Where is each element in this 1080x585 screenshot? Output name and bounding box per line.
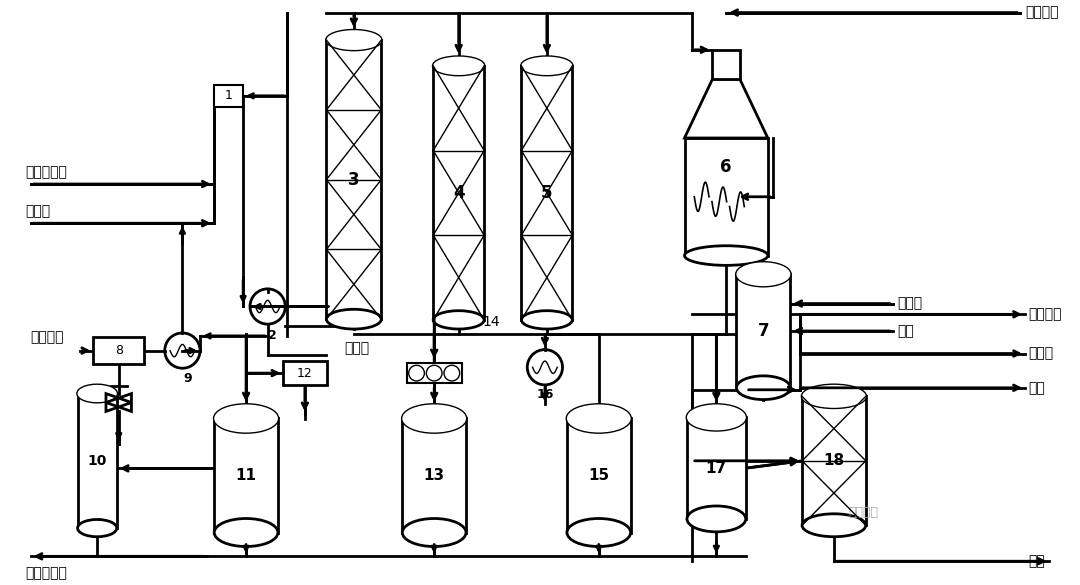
Text: 氢气: 氢气 <box>1028 381 1044 395</box>
Bar <box>802 396 866 525</box>
Bar <box>326 40 381 319</box>
Ellipse shape <box>433 57 484 75</box>
Ellipse shape <box>78 385 117 402</box>
Text: 17: 17 <box>706 460 727 476</box>
Ellipse shape <box>214 404 278 432</box>
Ellipse shape <box>214 404 278 432</box>
Text: 8: 8 <box>114 344 123 357</box>
Text: 天然气: 天然气 <box>26 205 51 218</box>
Ellipse shape <box>802 385 866 408</box>
Ellipse shape <box>685 246 768 266</box>
Text: 12: 12 <box>297 367 313 380</box>
Text: 13: 13 <box>423 468 445 483</box>
Text: 6: 6 <box>720 159 732 176</box>
Ellipse shape <box>78 385 117 402</box>
Bar <box>737 274 791 388</box>
Text: 14: 14 <box>482 315 500 329</box>
Ellipse shape <box>522 57 572 75</box>
Text: 9: 9 <box>183 371 191 384</box>
Bar <box>214 85 243 106</box>
Text: 11: 11 <box>235 468 257 483</box>
Bar <box>685 138 768 256</box>
Ellipse shape <box>403 518 467 546</box>
Text: 5: 5 <box>541 184 553 202</box>
Bar <box>687 418 746 519</box>
Ellipse shape <box>567 404 631 432</box>
Text: 1: 1 <box>225 90 232 102</box>
Text: 10: 10 <box>87 454 107 468</box>
Bar <box>214 418 278 532</box>
Ellipse shape <box>567 404 631 432</box>
Text: 中压蒸汽: 中压蒸汽 <box>1025 6 1058 19</box>
Text: 脱酸冷凝水: 脱酸冷凝水 <box>26 566 68 580</box>
Bar <box>93 337 145 364</box>
Polygon shape <box>215 89 229 103</box>
Ellipse shape <box>567 518 631 546</box>
Text: 中压蒸汽: 中压蒸汽 <box>30 330 64 344</box>
Ellipse shape <box>522 311 572 329</box>
Ellipse shape <box>687 506 746 532</box>
Bar <box>403 418 467 532</box>
Text: 尾气: 尾气 <box>1028 554 1044 568</box>
Text: 瓦斯: 瓦斯 <box>897 324 915 338</box>
Text: 膜分离气: 膜分离气 <box>1028 307 1062 321</box>
Ellipse shape <box>326 30 381 50</box>
Bar <box>78 394 117 528</box>
Text: 解吸气: 解吸气 <box>897 297 922 311</box>
Ellipse shape <box>433 311 484 329</box>
Text: 3: 3 <box>348 171 360 188</box>
Text: 16: 16 <box>536 388 554 401</box>
Text: 低分气: 低分气 <box>1028 346 1053 360</box>
Ellipse shape <box>737 376 791 400</box>
Text: 15: 15 <box>589 468 609 483</box>
Ellipse shape <box>326 30 381 50</box>
Bar <box>407 363 461 383</box>
Ellipse shape <box>802 514 866 536</box>
Ellipse shape <box>737 263 791 286</box>
Bar <box>433 66 484 320</box>
Polygon shape <box>685 79 768 138</box>
Ellipse shape <box>214 518 278 546</box>
Ellipse shape <box>403 404 467 432</box>
Text: 7: 7 <box>757 322 769 340</box>
Ellipse shape <box>802 385 866 408</box>
Text: 加氢低分气: 加氢低分气 <box>26 166 68 179</box>
Ellipse shape <box>326 309 381 329</box>
Ellipse shape <box>687 404 746 431</box>
Ellipse shape <box>78 519 117 536</box>
Bar <box>713 50 740 79</box>
Ellipse shape <box>522 57 572 75</box>
Text: 4: 4 <box>453 184 464 202</box>
Bar <box>283 361 327 386</box>
Text: 中变气: 中变气 <box>345 342 369 356</box>
Text: 超级石化: 超级石化 <box>848 506 878 519</box>
Bar <box>522 66 572 320</box>
Bar <box>567 418 631 532</box>
Ellipse shape <box>737 263 791 286</box>
Text: 18: 18 <box>823 453 845 469</box>
Ellipse shape <box>403 404 467 432</box>
Ellipse shape <box>687 404 746 431</box>
Text: 2: 2 <box>268 329 276 342</box>
Ellipse shape <box>433 57 484 75</box>
